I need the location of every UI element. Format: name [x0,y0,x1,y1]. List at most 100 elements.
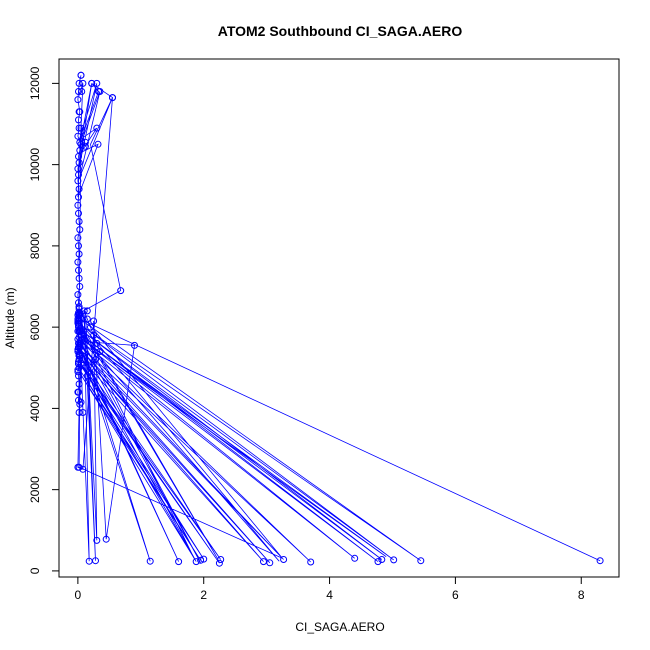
data-point [74,96,82,104]
x-tick-label: 2 [200,588,207,602]
y-axis-label: Altitude (m) [3,287,17,348]
data-point [93,339,101,347]
data-point [77,398,85,406]
data-point [192,558,200,566]
y-tick-label: 4000 [28,395,42,422]
x-axis-label: CI_SAGA.AERO [295,620,384,634]
data-point [83,315,91,323]
data-point [75,352,83,360]
data-point [390,556,398,564]
plot-frame [58,58,620,578]
x-tick-label: 8 [578,588,585,602]
data-point [75,218,83,225]
data-point [75,266,82,274]
data-point [200,555,208,563]
data-point [75,463,83,471]
data-point [80,307,88,315]
data-point [76,226,84,234]
data-point [83,372,91,380]
data-point [92,356,99,364]
data-point [81,142,89,150]
data-point [75,317,83,325]
data-point [75,193,82,201]
data-point [175,558,183,566]
data-point [79,356,87,364]
y-tick-label: 8000 [28,232,42,259]
y-tick-label: 0 [28,567,42,574]
x-tick-label: 6 [452,588,459,602]
data-point [79,409,87,416]
y-tick-label: 6000 [28,313,42,340]
data-point [217,556,225,563]
y-axis: 0 2000 4000 6000 8000 10000 12000 [28,66,59,574]
x-tick-label: 0 [75,588,82,602]
data-point [83,307,91,315]
data-point [87,323,94,331]
y-tick-label: 2000 [28,476,42,503]
data-point [90,331,98,339]
data-point [96,88,104,95]
data-point [74,291,82,299]
data-point [94,140,102,148]
data-point [75,242,82,250]
data-point [75,274,83,282]
data-point [75,185,83,193]
y-tick-label: 10000 [28,148,42,182]
data-point [76,344,84,351]
data-point [74,201,82,209]
data-point [74,258,82,266]
data-point [81,138,89,146]
data-point [102,535,110,543]
data-point [117,287,125,295]
data-point [79,79,87,87]
data-point [75,388,82,396]
data-point [93,536,101,544]
data-point [351,554,359,562]
data-point [77,71,85,79]
data-point [307,558,315,566]
data-point [76,283,84,290]
data-point [88,79,96,87]
data-point [260,558,267,566]
data-point [75,108,83,116]
x-tick-label: 4 [326,588,333,602]
data-point [75,380,83,388]
data-point [85,557,93,565]
data-point [596,557,604,565]
series-line [77,83,601,564]
data-point [87,364,94,372]
data-point [75,116,82,124]
data-point [79,465,87,473]
data-point [78,88,86,95]
data-point [93,79,101,87]
plot-area [74,71,604,567]
data-point [75,209,82,217]
data-point [417,557,425,565]
data-point [77,327,85,335]
data-point [76,339,84,347]
x-axis: 0 2 4 6 8 [75,577,585,602]
data-point [74,132,82,140]
data-point [74,234,82,242]
data-point [197,556,205,564]
y-tick-label: 12000 [28,66,42,100]
data-point [75,79,83,87]
data-point [74,368,82,376]
data-point [266,559,274,567]
data-point [374,558,382,566]
data-point [75,303,83,311]
data-point [280,556,288,563]
chart-title: ATOM2 Southbound CI_SAGA.AERO [218,23,463,39]
data-point [90,317,98,325]
data-point [75,124,83,132]
data-point [378,556,386,563]
data-point [109,94,116,102]
data-point [96,348,104,355]
data-point [74,177,82,185]
data-point [75,88,82,95]
data-point [93,124,101,132]
data-point [75,250,83,258]
data-point [215,559,223,567]
data-point [74,366,82,374]
